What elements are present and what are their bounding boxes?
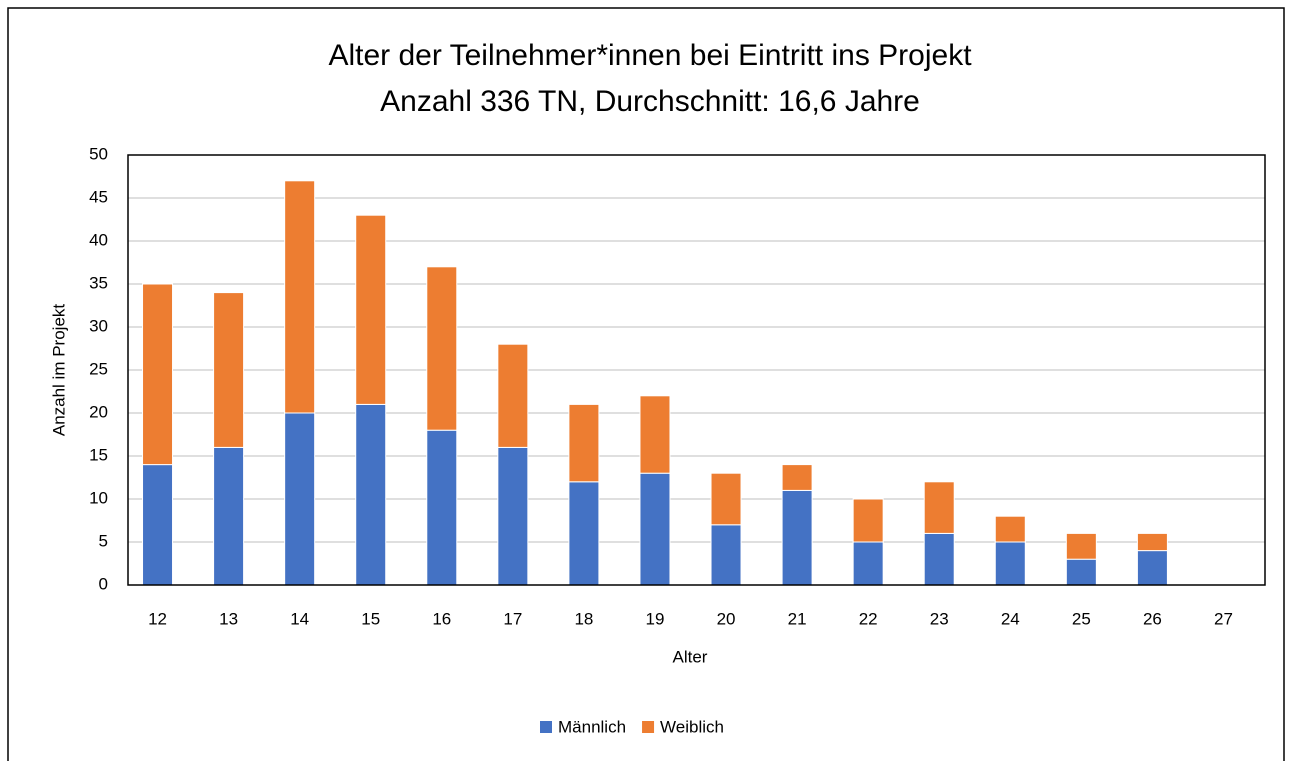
bar-segment	[1065, 558, 1097, 586]
bar-segment	[1136, 550, 1168, 586]
bar-segment	[639, 472, 671, 586]
y-tick-label: 30	[89, 316, 108, 335]
x-tick-label: 23	[930, 609, 949, 628]
y-tick-label: 15	[89, 445, 108, 464]
bar-segment	[355, 403, 387, 586]
bar-segment	[284, 180, 316, 414]
bar-segment	[852, 498, 884, 543]
x-tick-label: 17	[503, 609, 522, 628]
bar-segment	[284, 412, 316, 586]
y-tick-label: 50	[89, 144, 108, 163]
x-tick-label: 14	[290, 609, 309, 628]
bar-segment	[497, 343, 529, 448]
y-tick-label: 35	[89, 273, 108, 292]
x-tick-label: 21	[788, 609, 807, 628]
bar-segment	[923, 532, 955, 586]
bar-segment	[1065, 532, 1097, 560]
bar-segment	[781, 489, 813, 586]
y-tick-label: 5	[99, 531, 108, 550]
y-tick-label: 25	[89, 359, 108, 378]
bar-segment	[852, 541, 884, 586]
x-tick-label: 27	[1214, 609, 1233, 628]
bar-segment	[781, 464, 813, 491]
bar-segment	[426, 266, 458, 431]
legend-label: Männlich	[558, 717, 626, 736]
x-tick-label: 18	[574, 609, 593, 628]
bar-segment	[426, 429, 458, 586]
bar-segment	[923, 481, 955, 534]
x-tick-label: 24	[1001, 609, 1020, 628]
x-tick-label: 19	[646, 609, 665, 628]
bar-segment	[568, 403, 600, 483]
bar-segment	[710, 524, 742, 586]
plot-border	[127, 154, 1266, 586]
bar-segment	[639, 395, 671, 474]
frame	[7, 7, 1285, 761]
legend-swatch	[642, 721, 655, 733]
y-tick-label: 0	[99, 574, 108, 593]
x-tick-label: 16	[432, 609, 451, 628]
y-tick-label: 20	[89, 402, 108, 421]
bar-segment	[497, 446, 529, 586]
y-tick-label: 40	[89, 230, 108, 249]
x-tick-label: 26	[1143, 609, 1162, 628]
bar-segment	[355, 214, 387, 405]
x-tick-label: 15	[361, 609, 380, 628]
bar-segment	[142, 283, 174, 466]
bar-segment	[213, 292, 245, 448]
legend-swatch	[540, 721, 552, 733]
bar-segment	[213, 446, 245, 586]
y-tick-label: 45	[89, 187, 108, 206]
x-tick-label: 25	[1072, 609, 1091, 628]
x-tick-label: 20	[717, 609, 736, 628]
x-tick-label: 12	[148, 609, 167, 628]
x-tick-label: 22	[859, 609, 878, 628]
chart-title: Alter der Teilnehmer*innen bei Eintritt …	[328, 39, 972, 72]
y-tick-label: 10	[89, 488, 108, 507]
bar-segment	[568, 481, 600, 586]
legend-label: Weiblich	[660, 717, 724, 736]
bar-segment	[142, 464, 174, 586]
y-axis-label: Anzahl im Projekt	[49, 304, 68, 437]
bar-segment	[1136, 532, 1168, 552]
x-axis-label: Alter	[673, 647, 708, 666]
bar-segment	[710, 472, 742, 526]
bar-segment	[994, 541, 1026, 586]
chart-subtitle: Anzahl 336 TN, Durchschnitt: 16,6 Jahre	[380, 85, 920, 118]
x-tick-label: 13	[219, 609, 238, 628]
bar-segment	[994, 515, 1026, 543]
